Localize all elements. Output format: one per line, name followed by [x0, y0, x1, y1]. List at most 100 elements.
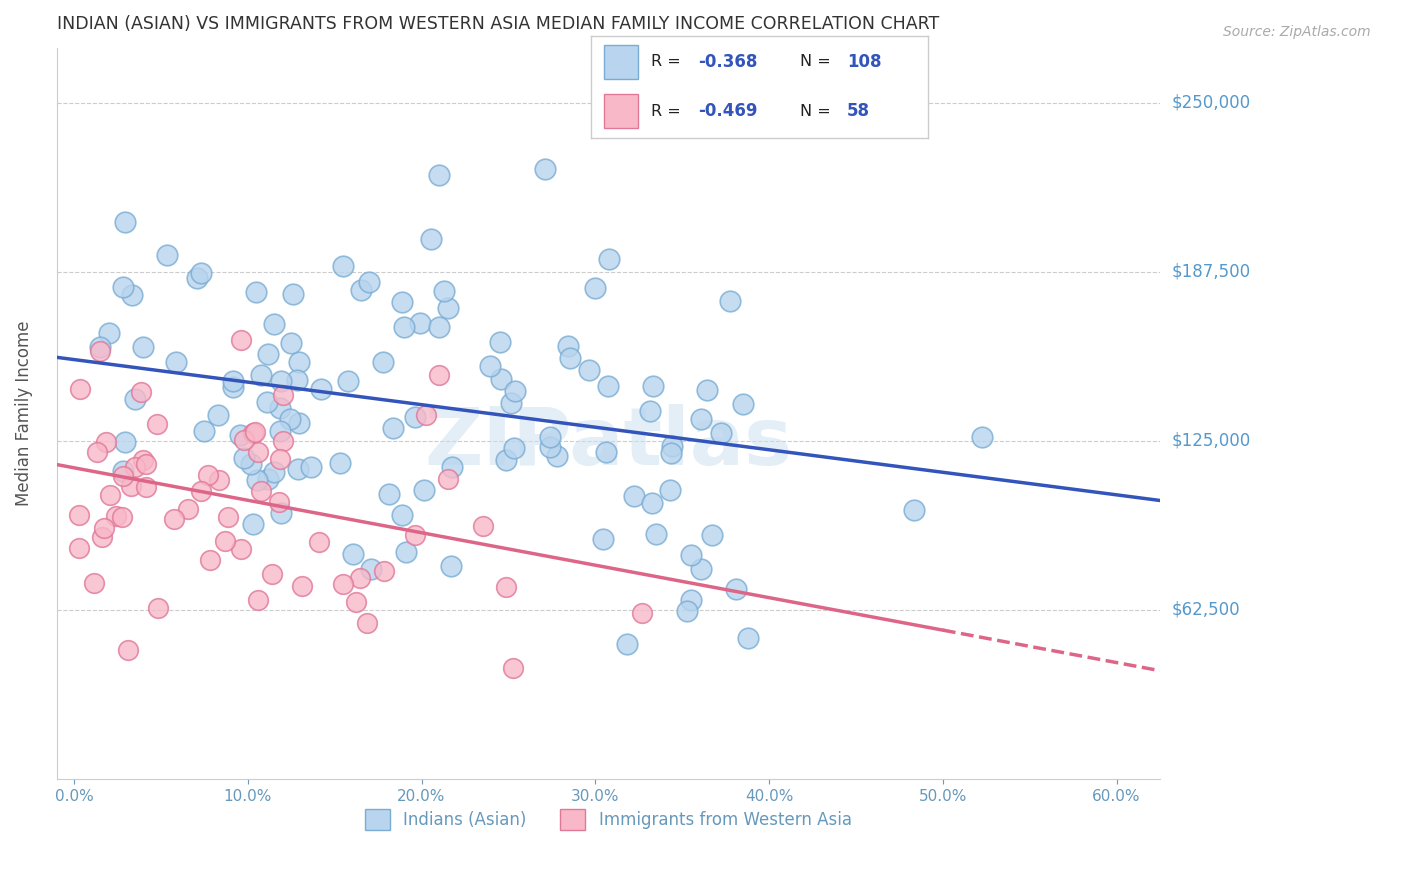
Text: ZIPatlas: ZIPatlas — [425, 404, 793, 482]
Point — [105, 508, 128, 523]
Point — [208, 474, 231, 488]
Point — [659, 483, 682, 498]
Point — [269, 451, 291, 466]
Point — [120, 479, 142, 493]
Point — [441, 459, 464, 474]
Point — [246, 473, 269, 487]
Point — [190, 266, 212, 280]
Point — [111, 510, 134, 524]
Point — [495, 452, 517, 467]
Point — [242, 426, 264, 441]
Point — [193, 424, 215, 438]
Point — [332, 259, 354, 273]
Point — [392, 320, 415, 334]
Point — [630, 606, 652, 620]
Point — [360, 562, 382, 576]
Point — [503, 442, 526, 456]
Point — [349, 571, 371, 585]
Point — [415, 408, 437, 422]
Point — [245, 285, 267, 299]
Point — [246, 593, 269, 607]
Point — [616, 637, 638, 651]
Point — [676, 604, 699, 618]
Point — [499, 396, 522, 410]
Point — [228, 427, 250, 442]
Point — [83, 576, 105, 591]
Point — [700, 528, 723, 542]
Point — [391, 508, 413, 522]
Point — [245, 425, 267, 439]
Text: -0.368: -0.368 — [699, 53, 758, 70]
Point — [641, 496, 664, 510]
Point — [288, 355, 311, 369]
Point — [583, 281, 606, 295]
Text: N =: N = — [800, 103, 835, 119]
Point — [350, 283, 373, 297]
Point — [217, 510, 239, 524]
Point — [679, 592, 702, 607]
Point — [145, 417, 167, 432]
Text: INDIAN (ASIAN) VS IMMIGRANTS FROM WESTERN ASIA MEDIAN FAMILY INCOME CORRELATION : INDIAN (ASIAN) VS IMMIGRANTS FROM WESTER… — [56, 15, 939, 33]
Point — [538, 430, 561, 444]
Point — [111, 279, 134, 293]
Point — [112, 465, 135, 479]
Point — [489, 372, 512, 386]
Point — [332, 577, 354, 591]
Text: N =: N = — [800, 54, 835, 70]
Point — [595, 445, 617, 459]
Point — [478, 359, 501, 373]
Point — [283, 287, 305, 301]
Point — [231, 542, 253, 557]
Point — [357, 275, 380, 289]
Point — [373, 354, 395, 368]
Point — [229, 333, 252, 347]
Point — [681, 548, 703, 562]
Point — [93, 521, 115, 535]
Point — [404, 528, 426, 542]
Point — [495, 580, 517, 594]
Point — [270, 506, 292, 520]
Point — [135, 457, 157, 471]
Point — [342, 547, 364, 561]
Point — [308, 534, 330, 549]
Point — [269, 424, 291, 438]
Bar — [605, 95, 638, 128]
Point — [337, 374, 360, 388]
Point — [146, 601, 169, 615]
Point — [724, 582, 747, 596]
Point — [114, 215, 136, 229]
Point — [659, 446, 682, 460]
Point — [288, 416, 311, 430]
Point — [356, 616, 378, 631]
Point — [256, 472, 278, 486]
Point — [273, 388, 295, 402]
Point — [598, 252, 620, 266]
Text: Source: ZipAtlas.com: Source: ZipAtlas.com — [1223, 25, 1371, 39]
Point — [121, 288, 143, 302]
Point — [433, 284, 456, 298]
Point — [67, 541, 90, 555]
Point — [287, 373, 309, 387]
Point — [89, 343, 111, 358]
Point — [299, 460, 322, 475]
Point — [381, 421, 404, 435]
Point — [249, 368, 271, 383]
Point — [903, 503, 925, 517]
Point — [186, 271, 208, 285]
Point — [437, 472, 460, 486]
Point — [440, 559, 463, 574]
Point — [373, 565, 395, 579]
Point — [737, 632, 759, 646]
Point — [269, 495, 291, 509]
Point — [207, 409, 229, 423]
Point — [311, 383, 333, 397]
Point — [94, 434, 117, 449]
Point — [733, 397, 755, 411]
Point — [278, 412, 301, 426]
Point — [546, 449, 568, 463]
Point — [661, 439, 683, 453]
Point — [970, 430, 993, 444]
Point — [638, 404, 661, 418]
Point — [538, 440, 561, 454]
Text: $187,500: $187,500 — [1171, 262, 1250, 281]
